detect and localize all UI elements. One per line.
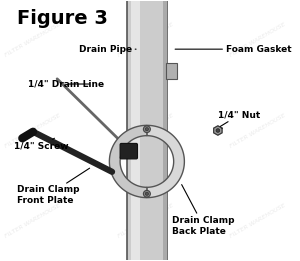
Text: 1/4" Screw: 1/4" Screw [14, 138, 69, 151]
Text: Drain Clamp
Back Plate: Drain Clamp Back Plate [172, 185, 235, 236]
Text: FILTER WAREHOUSE: FILTER WAREHOUSE [229, 203, 287, 239]
Text: FILTER WAREHOUSE: FILTER WAREHOUSE [4, 203, 62, 239]
Text: Drain Clamp
Front Plate: Drain Clamp Front Plate [17, 168, 90, 205]
Text: 1/4" Nut: 1/4" Nut [218, 110, 260, 127]
FancyBboxPatch shape [131, 0, 140, 261]
FancyBboxPatch shape [163, 0, 167, 261]
FancyBboxPatch shape [127, 0, 167, 261]
Circle shape [216, 129, 220, 132]
Text: FILTER WAREHOUSE: FILTER WAREHOUSE [117, 203, 174, 239]
Text: Figure 3: Figure 3 [17, 9, 108, 28]
Text: FILTER WAREHOUSE: FILTER WAREHOUSE [4, 22, 62, 58]
Polygon shape [214, 126, 222, 135]
FancyBboxPatch shape [120, 143, 137, 159]
Text: Drain Pipe: Drain Pipe [79, 45, 136, 54]
Circle shape [143, 191, 150, 197]
Text: FILTER WAREHOUSE: FILTER WAREHOUSE [229, 112, 287, 149]
Text: FILTER WAREHOUSE: FILTER WAREHOUSE [4, 112, 62, 149]
Circle shape [143, 126, 150, 133]
Text: FILTER WAREHOUSE: FILTER WAREHOUSE [117, 22, 174, 58]
FancyBboxPatch shape [166, 63, 177, 79]
Polygon shape [110, 125, 147, 198]
Text: FILTER WAREHOUSE: FILTER WAREHOUSE [229, 22, 287, 58]
Polygon shape [147, 125, 184, 198]
Text: FILTER WAREHOUSE: FILTER WAREHOUSE [117, 112, 174, 149]
Text: 1/4" Drain Line: 1/4" Drain Line [28, 80, 104, 88]
Circle shape [145, 192, 148, 195]
Text: Foam Gasket: Foam Gasket [175, 45, 292, 54]
Circle shape [145, 128, 148, 131]
